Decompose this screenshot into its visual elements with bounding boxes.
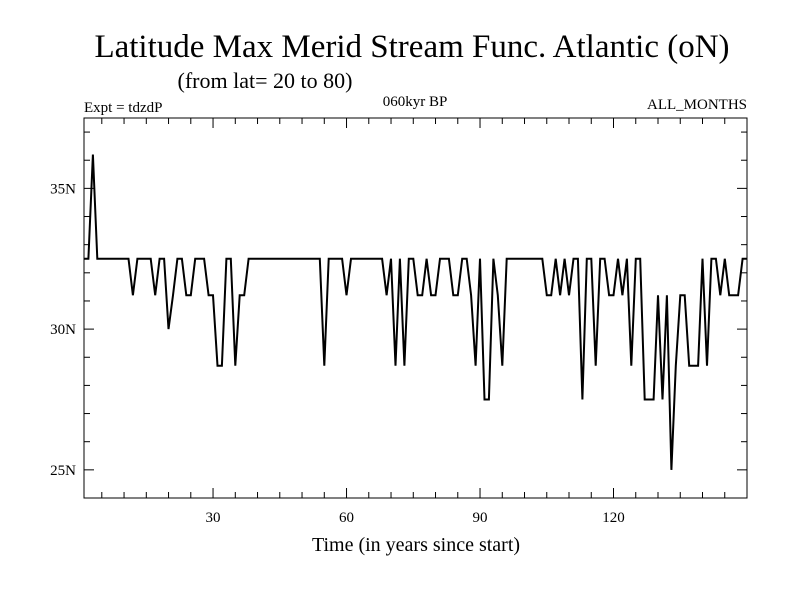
chart-title: Latitude Max Merid Stream Func. Atlantic…	[94, 29, 729, 65]
axis-tick-labels: 30 60 90 120 25N 30N 35N	[50, 181, 625, 526]
plot-frame	[83, 117, 748, 499]
x-tick-label: 120	[602, 510, 625, 526]
y-tick-label: 35N	[50, 181, 76, 197]
chart-subtitle: (from lat= 20 to 80)	[178, 68, 353, 93]
y-tick-label: 25N	[50, 463, 76, 479]
x-tick-label: 30	[206, 510, 221, 526]
experiment-label: Expt = tdzdP	[84, 100, 162, 116]
x-tick-label: 90	[473, 510, 488, 526]
axis-ticks	[84, 118, 748, 499]
months-label: ALL_MONTHS	[647, 97, 747, 113]
y-tick-label: 30N	[50, 322, 76, 338]
series-line	[84, 154, 747, 470]
period-label: 060kyr BP	[383, 94, 448, 110]
x-tick-label: 60	[339, 510, 354, 526]
x-axis-label: Time (in years since start)	[312, 534, 520, 556]
